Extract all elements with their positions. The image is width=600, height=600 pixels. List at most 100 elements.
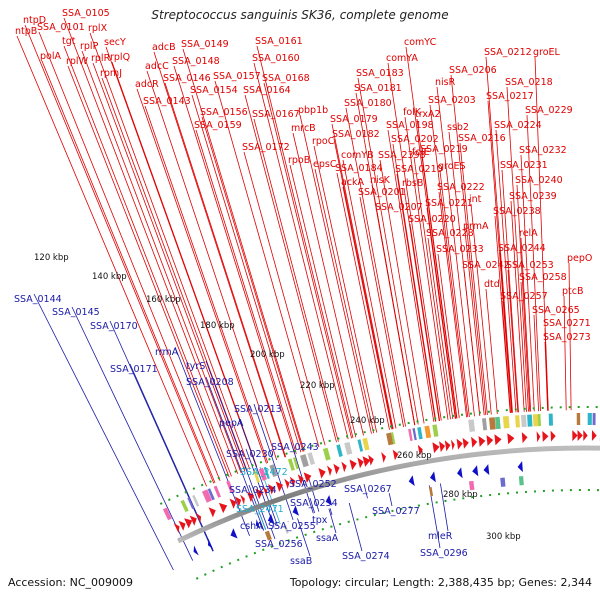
feature-block (429, 487, 434, 497)
genome-summary-text: Topology: circular; Length: 2,388,435 bp… (289, 576, 592, 589)
forward-label-connector (520, 154, 535, 412)
forward-label-connector (494, 215, 511, 413)
kbp-tick-label: 200 kbp (250, 350, 285, 360)
forward-gene-label: SSA_0201 (358, 187, 406, 198)
forward-gene-arrow (173, 523, 180, 533)
forward-gene-label: rbsB (402, 178, 423, 189)
feature-block (300, 454, 309, 468)
forward-gene-arrow (451, 439, 455, 451)
forward-label-connector (429, 104, 469, 418)
reverse-gene-arrow (193, 545, 199, 556)
forward-label-connector (299, 114, 372, 434)
reverse-gene-arrow (292, 505, 299, 516)
forward-gene-arrow (550, 430, 556, 442)
forward-gene-label: folE (412, 147, 430, 158)
forward-gene-label: SSA_0154 (190, 85, 238, 96)
forward-label-connector (253, 62, 349, 440)
forward-gene-label: SSA_0181 (354, 83, 402, 94)
forward-label-connector (409, 223, 441, 421)
forward-gene-label: secY (104, 37, 126, 48)
feature-block (287, 458, 295, 471)
reverse-label-connector (205, 360, 269, 529)
reverse-label-connector (129, 363, 214, 552)
forward-gene-arrow (536, 431, 541, 443)
feature-block (537, 414, 541, 427)
forward-gene-label: SSA_0207 (375, 202, 423, 213)
forward-gene-arrow (262, 486, 268, 497)
forward-label-connector (507, 269, 519, 413)
reverse-gene-arrow (267, 513, 275, 525)
forward-gene-label: SSA_2393 (378, 150, 426, 161)
reverse-label-connector (297, 518, 311, 557)
forward-label-connector (499, 252, 513, 413)
forward-gene-label: SSA_0184 (335, 163, 383, 174)
forward-gene-label: relA (519, 228, 538, 239)
reverse-gene-label: SSA_0254 (290, 498, 338, 509)
forward-gene-label: SSA_0216 (458, 133, 506, 144)
reverse-label-connector (328, 508, 337, 534)
feature-block (515, 415, 520, 428)
forward-gene-label: SSA_0244 (498, 243, 546, 254)
genome-backbone (177, 445, 600, 544)
reverse-gene-label: ssaA (316, 533, 339, 544)
forward-label-connector (67, 65, 230, 478)
forward-gene-arrow (297, 474, 304, 485)
forward-gene-label: SSA_0212 (484, 47, 532, 58)
forward-gene-label: SSA_0217 (486, 91, 534, 102)
feature-block (180, 499, 189, 513)
forward-gene-label: nisR (435, 77, 456, 88)
forward-gene-label: trxA2 (415, 109, 441, 120)
feature-block (417, 427, 423, 440)
forward-label-connector (314, 168, 375, 434)
kbp-tick-label: 180 kbp (200, 321, 235, 331)
reverse-gene-arrow (472, 465, 479, 477)
reverse-label-connector (440, 483, 449, 532)
forward-label-connector (331, 123, 394, 430)
kbp-ticks: 120 kbp 140 kbp 160 kbp 180 kbp 200 kbp 220 k… (34, 253, 521, 542)
feature-block (576, 413, 581, 425)
reverse-gene-label: SSA_0234 (229, 485, 277, 496)
forward-gene-label: SSA_0221 (425, 198, 473, 209)
forward-gene-label: SSA_0232 (519, 145, 567, 156)
feature-block (307, 452, 315, 465)
forward-gene-label: SSA_0228 (426, 228, 474, 239)
forward-label-connector (510, 200, 525, 412)
forward-gene-arrow (542, 431, 549, 442)
forward-gene-arrow (462, 437, 469, 449)
reverse-gene-label: SSA_0252 (289, 479, 337, 490)
reverse-gene-label: tyrS (186, 361, 205, 372)
forward-gene-label: SSA_0253 (506, 260, 554, 271)
forward-label-connector (520, 281, 529, 412)
forward-label-connector (533, 314, 539, 412)
reverse-gene-label: mleR (428, 531, 453, 542)
feature-block (336, 444, 343, 457)
forward-gene-label: SSA_0240 (515, 175, 563, 186)
forward-label-connector (379, 159, 425, 424)
reverse-gene-label: SSA_0213 (234, 404, 282, 415)
forward-label-connector (41, 60, 216, 484)
feature-block (532, 414, 540, 427)
forward-gene-label: SSA_0160 (252, 53, 300, 64)
forward-gene-label: SSA_0157 (213, 71, 261, 82)
forward-gene-label: SSA_0202 (391, 134, 439, 145)
forward-label-connector (263, 82, 352, 439)
reverse-gene-arrow (517, 461, 523, 473)
forward-gene-label: SSA_0180 (344, 98, 392, 109)
feature-block (253, 470, 260, 483)
forward-label-connector (387, 129, 435, 422)
forward-label-connector (136, 88, 267, 464)
forward-label-connector (563, 295, 567, 411)
feature-block (592, 413, 596, 426)
reverse-gene-label: SSA_0256 (255, 539, 303, 550)
forward-label-connector (437, 253, 460, 419)
feature-block (548, 413, 553, 426)
forward-gene-label: SSA_0101 (37, 22, 85, 33)
forward-label-connector (342, 186, 393, 430)
forward-gene-label: rplQ (110, 52, 130, 63)
feature-block (293, 457, 299, 470)
forward-gene-label: ssb2 (447, 122, 469, 133)
forward-label-connector (345, 107, 406, 427)
feature-block (258, 467, 267, 481)
forward-gene-label: groEL (533, 47, 561, 58)
